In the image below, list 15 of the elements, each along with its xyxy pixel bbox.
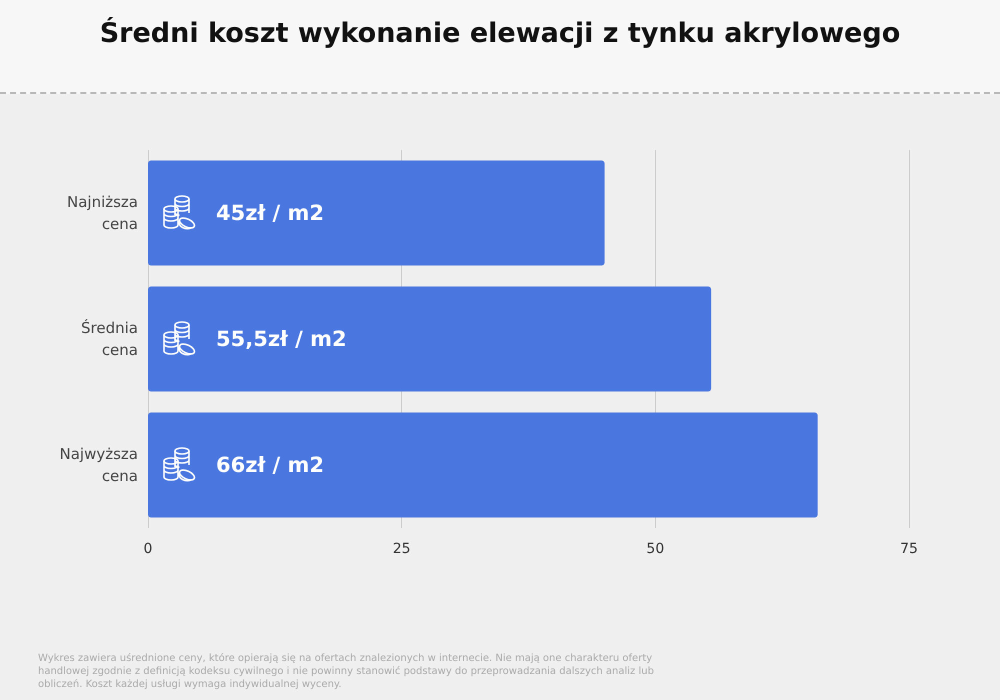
bar (148, 286, 712, 392)
text: Wykres zawiera uśrednione ceny, które opierają się na ofertach znalezionych w internecie. Nie mają one charakteru oferty handlowej zgodnie z definicją kodeksu cywilnego i nie powinny stanowić podstawy do przeprowadzania dalszych analiz lub obliczeń. Koszt każdej usługi wymaga indywidualnej wyceny. (38, 652, 655, 691)
data-label: 55,5zł / m2 (216, 327, 347, 351)
x-tick-label: 75 (900, 541, 918, 557)
bar (148, 160, 605, 266)
x-tick-label: 0 (144, 541, 152, 557)
y-tick-label: Średnia cena (81, 319, 138, 359)
x-tick-label: 50 (646, 541, 664, 557)
x-tick-label: 25 (392, 541, 411, 557)
y-tick-label: Najwyższa cena (60, 445, 138, 485)
bar (148, 412, 818, 518)
data-label: 66zł / m2 (216, 453, 324, 477)
data-label: 45zł / m2 (216, 201, 324, 225)
y-tick-label: Najniższa cena (66, 193, 138, 233)
chart-title: Średni koszt wykonanie elewacji z tynku akrylowego (98, 18, 902, 49)
